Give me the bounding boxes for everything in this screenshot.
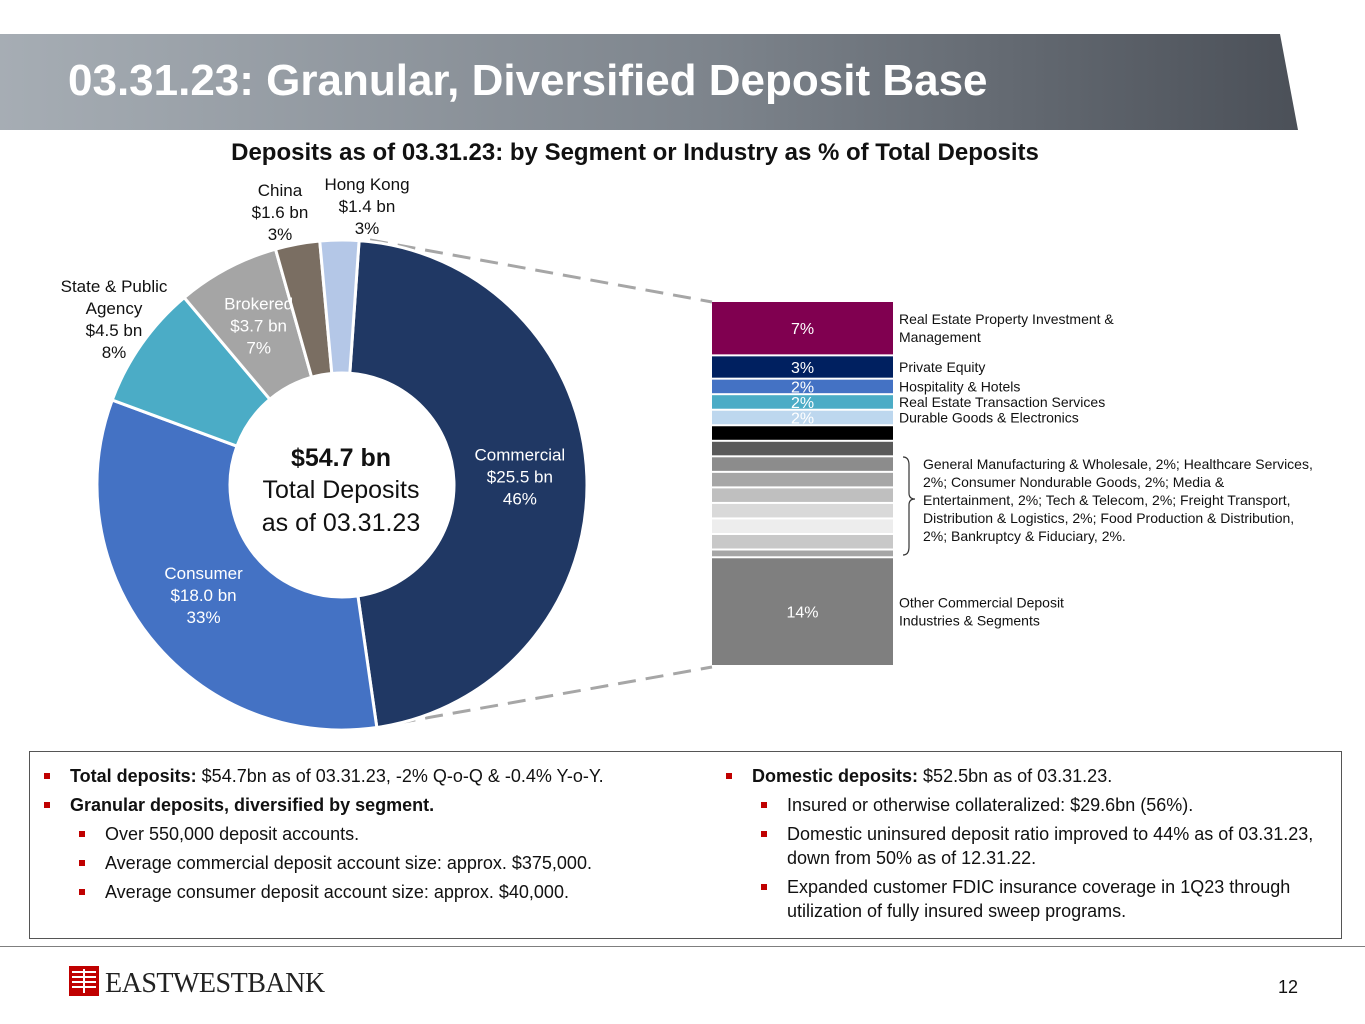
bullet-deposit-accounts: Over 550,000 deposit accounts.	[79, 822, 714, 846]
bar-segment-hospitality-hotels	[712, 379, 893, 394]
connector-line-bottom	[369, 665, 713, 730]
bar-segment-real-estate-property-investment-management-label: Real Estate Property Investment & Managem…	[899, 311, 1114, 345]
donut-label-brokered: Brokered $3.7 bn 7%	[224, 295, 293, 358]
bullet-domestic-deposits: Domestic deposits: $52.5bn as of 03.31.2…	[726, 764, 1336, 788]
bar-segment-other-commercial-deposit-industries-segments-label: Other Commercial Deposit Industries & Seg…	[899, 595, 1064, 629]
bullet-marker	[726, 773, 732, 779]
bar-segment-real-estate-property-investment-management	[712, 302, 893, 355]
bar-segment-real-estate-transaction-services-label: Real Estate Transaction Services	[899, 394, 1105, 410]
connector-line-top	[369, 238, 713, 304]
footer-divider	[0, 946, 1365, 947]
bullet-marker	[761, 831, 767, 837]
donut-slice-consumer	[95, 398, 379, 732]
key-points-left: Total deposits: $54.7bn as of 03.31.23, …	[44, 764, 714, 909]
chart-title: Deposits as of 03.31.23: by Segment or I…	[231, 139, 1039, 166]
bullet-bold: Granular deposits, diversified by segmen…	[70, 795, 435, 815]
bar-segment-private-equity	[712, 356, 893, 378]
bullet-text: Average commercial deposit account size:…	[105, 853, 592, 873]
bullet-bold: Total deposits:	[70, 766, 197, 786]
bar-segment-durable-goods-electronics-label: Durable Goods & Electronics	[899, 409, 1079, 425]
group-brace	[902, 456, 916, 556]
donut-labels: Commercial $25.5 bn 46% Consumer $18.0 bn 33%…	[61, 175, 566, 627]
bullet-insured: Insured or otherwise collateralized: $29…	[761, 793, 1336, 817]
grouped-industries-description: General Manufacturing & Wholesale, 2%; H…	[923, 456, 1313, 544]
bullet-fdic-coverage: Expanded customer FDIC insurance coverag…	[761, 875, 1336, 923]
bar-segment-healthcare-services	[712, 441, 893, 456]
page-title: 03.31.23: Granular, Diversified Deposit …	[68, 56, 988, 105]
bar-segment-hospitality-hotels-pct: 2%	[791, 379, 814, 396]
page-number: 12	[1277, 977, 1298, 997]
total-deposits-amount: $54.7 bn	[290, 444, 392, 472]
bullet-uninsured-ratio: Domestic uninsured deposit ratio improve…	[761, 822, 1336, 870]
logo-wordmark: EASTWESTBANK	[105, 968, 325, 999]
bar-segment-private-equity-pct: 3%	[791, 360, 814, 377]
donut-center-label: $54.7 bn Total Deposits as of 03.31.23	[236, 442, 446, 540]
logo-mark-icon	[69, 966, 99, 996]
bullet-bold: Domestic deposits:	[752, 766, 919, 786]
bullet-text: Expanded customer FDIC insurance coverag…	[787, 877, 1291, 921]
bar-segment-tech-telecom	[712, 488, 893, 502]
bullet-avg-consumer: Average consumer deposit account size: a…	[79, 880, 714, 904]
key-points-right: Domestic deposits: $52.5bn as of 03.31.2…	[726, 764, 1336, 928]
bullet-marker	[761, 884, 767, 890]
bar-segment-food-production-distribution	[712, 519, 893, 533]
bar-segment-real-estate-transaction-services-pct: 2%	[791, 395, 814, 412]
bar-segment-hospitality-hotels-label: Hospitality & Hotels	[899, 378, 1020, 394]
bullet-marker	[44, 802, 50, 808]
bar-segment-freight-transport-distribution-logistics	[712, 503, 893, 518]
bullet-marker	[79, 860, 85, 866]
bar-segment-other-commercial-deposit-industries-segments-pct: 14%	[786, 605, 818, 622]
key-points-box: Total deposits: $54.7bn as of 03.31.23, …	[29, 751, 1342, 939]
bullet-text: Insured or otherwise collateralized: $29…	[787, 795, 1194, 815]
bullet-marker	[79, 831, 85, 837]
bullet-total-deposits: Total deposits: $54.7bn as of 03.31.23, …	[44, 764, 714, 788]
total-deposits-date: as of 03.31.23	[261, 509, 421, 537]
donut-label-state-public-agency: State & Public Agency $4.5 bn 8%	[61, 277, 168, 362]
bullet-text: Average consumer deposit account size: a…	[105, 882, 569, 902]
total-deposits-caption: Total Deposits	[262, 476, 420, 504]
bullet-avg-commercial: Average commercial deposit account size:…	[79, 851, 714, 875]
donut-slice-commercial	[348, 238, 589, 730]
bar-segment-real-estate-transaction-services	[712, 395, 893, 409]
industry-bar-labels: 7% Real Estate Property Investment & Manag…	[786, 311, 1114, 628]
bar-segment-other	[712, 550, 893, 557]
bar-segment-bankruptcy-fiduciary	[712, 534, 893, 549]
bar-segment-consumer-nondurable-goods	[712, 457, 893, 471]
bullet-text: Over 550,000 deposit accounts.	[105, 824, 360, 844]
bullet-marker	[44, 773, 50, 779]
bar-segment-general-manufacturing-wholesale	[712, 426, 893, 440]
donut-label-hong-kong: Hong Kong $1.4 bn 3%	[324, 175, 409, 238]
bar-segment-media-entertainment	[712, 472, 893, 487]
bullet-marker	[761, 802, 767, 808]
donut-slice-hong-kong	[318, 238, 361, 376]
bullet-granular-deposits: Granular deposits, diversified by segmen…	[44, 793, 714, 817]
bar-segment-real-estate-property-investment-management-pct: 7%	[791, 321, 814, 338]
industry-stacked-bar	[712, 302, 893, 665]
donut-label-commercial: Commercial $25.5 bn 46%	[475, 446, 566, 509]
donut-label-consumer: Consumer $18.0 bn 33%	[164, 564, 243, 627]
donut-label-china: China $1.6 bn 3%	[252, 181, 309, 244]
bullet-marker	[79, 889, 85, 895]
bullet-text: $54.7bn as of 03.31.23, -2% Q-o-Q & -0.4…	[196, 766, 604, 786]
bullet-text: $52.5bn as of 03.31.23.	[918, 766, 1113, 786]
bullet-text: Domestic uninsured deposit ratio improve…	[787, 824, 1314, 868]
bar-segment-durable-goods-electronics	[712, 410, 893, 425]
title-banner	[0, 34, 1298, 130]
bar-segment-other-commercial-deposit-industries-segments	[712, 558, 893, 665]
bar-segment-durable-goods-electronics-pct: 2%	[791, 410, 814, 427]
bar-segment-private-equity-label: Private Equity	[899, 359, 985, 375]
deposit-chart: Commercial $25.5 bn 46% Consumer $18.0 bn 33%…	[61, 175, 1114, 732]
donut-chart	[95, 238, 589, 732]
